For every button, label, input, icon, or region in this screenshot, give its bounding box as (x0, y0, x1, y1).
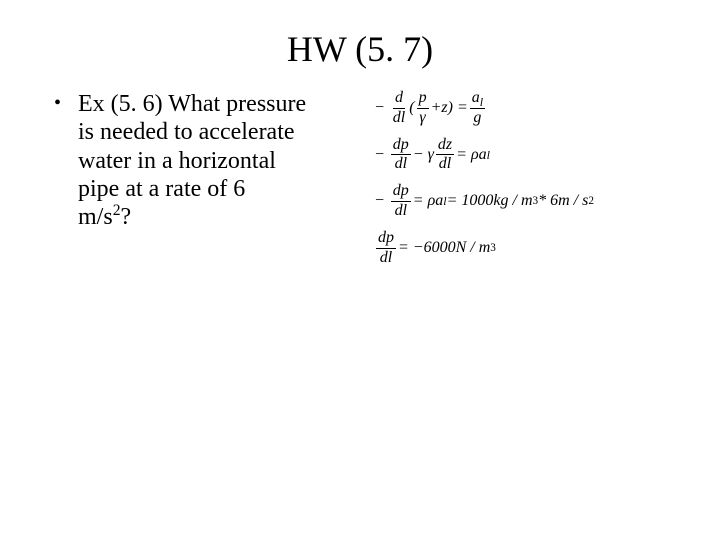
equation-2: − dp dl − γ dz dl = ρal (374, 137, 690, 174)
eq2-frac1-num: dp (391, 137, 411, 156)
eq2-minus: − (374, 146, 385, 164)
eq2-mid: − γ (413, 146, 434, 164)
eq2-frac-dzdl: dz dl (436, 137, 454, 174)
eq4-frac-dpdl: dp dl (376, 230, 396, 267)
eq3-rhs-pre: = 1000 (447, 192, 494, 210)
eq2-eq: = ρa (456, 146, 486, 164)
eq3-frac-dpdl: dp dl (391, 183, 411, 220)
eq2-frac1-den: dl (393, 155, 409, 173)
bullet-marker: • (54, 90, 78, 117)
eq3-rhs-mid: * 6 (538, 192, 558, 210)
slide-body: • Ex (5. 6) What pressure is needed to a… (0, 90, 720, 276)
eq1-frac-ag: al g (470, 90, 485, 127)
eq3-minus: − (374, 192, 385, 210)
eq3-unit2: m / s (558, 192, 588, 210)
eq1-frac1-num: d (393, 90, 405, 109)
eq2-frac-dpdl: dp dl (391, 137, 411, 174)
bullet-line-1: Ex (5. 6) What pressure (78, 91, 306, 117)
eq1-frac-ddl: d dl (391, 90, 407, 127)
eq1-frac3-num: al (470, 90, 485, 109)
eq4-frac-den: dl (378, 249, 394, 267)
equation-3: − dp dl = ρal = 1000kg / m3 * 6m / s2 (374, 183, 690, 220)
slide-title: HW (5. 7) (0, 0, 720, 90)
eq1-close: ) = (448, 99, 468, 117)
eq3-eq: = ρa (413, 192, 443, 210)
eq1-frac-pg: p γ (417, 90, 429, 127)
eq1-frac2-den: γ (417, 109, 427, 127)
eq3-unit1: kg / m (493, 192, 532, 210)
eq3-frac1-den: dl (393, 202, 409, 220)
eq4-frac-num: dp (376, 230, 396, 249)
eq1-frac2-num: p (417, 90, 429, 109)
equation-1: − d dl ( p γ + z ) = al g (374, 90, 690, 127)
bullet-list: • Ex (5. 6) What pressure is needed to a… (54, 90, 354, 276)
bullet-line-5-pre: m/s (78, 204, 113, 230)
bullet-item: • Ex (5. 6) What pressure is needed to a… (54, 90, 354, 232)
eq1-open: ( (409, 99, 414, 117)
eq4-eq: = −6000 (398, 239, 456, 257)
equation-4: dp dl = −6000 N / m3 (374, 230, 690, 267)
bullet-line-3: water in a horizontal (78, 148, 276, 174)
eq1-minus: − (374, 99, 385, 117)
eq1-frac1-den: dl (391, 109, 407, 127)
bullet-line-4: pipe at a rate of 6 (78, 176, 245, 202)
bullet-text: Ex (5. 6) What pressure is needed to acc… (78, 90, 354, 232)
bullet-line-5-post: ? (120, 204, 131, 230)
eq4-unit: N / m (456, 239, 491, 257)
eq2-frac2-num: dz (436, 137, 454, 156)
eq2-frac2-den: dl (437, 155, 453, 173)
eq1-plus: + (431, 99, 442, 117)
equations: − d dl ( p γ + z ) = al g − (354, 90, 690, 276)
slide: HW (5. 7) • Ex (5. 6) What pressure is n… (0, 0, 720, 540)
bullet-line-2: is needed to accelerate (78, 119, 295, 145)
eq3-frac1-num: dp (391, 183, 411, 202)
eq1-frac3-den: g (471, 109, 483, 127)
